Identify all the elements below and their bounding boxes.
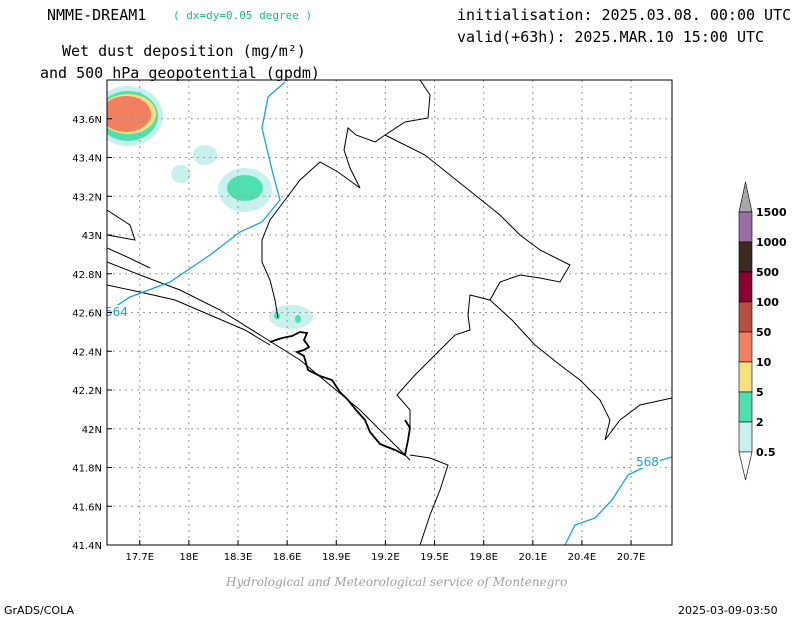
lat-tick-label: 43.4N — [72, 154, 102, 165]
legend-swatch — [738, 391, 753, 423]
legend-colorbar: 1500 1000 500 100 50 10 5 2 0.5 — [738, 181, 787, 481]
legend-label: 50 — [756, 326, 772, 339]
montenegro-coast — [269, 331, 411, 457]
border — [489, 299, 672, 441]
dust-deposition-field — [107, 86, 313, 329]
legend-swatch-under — [738, 451, 753, 481]
generated-timestamp: 2025-03-09-03:50 — [678, 604, 778, 617]
legend-label: 0.5 — [756, 446, 776, 459]
lat-tick-label: 41.8N — [72, 464, 102, 475]
initialisation-time: initialisation: 2025.03.08. 00:00 UTC — [457, 6, 792, 24]
legend-label: 1500 — [756, 206, 787, 219]
coastline — [107, 261, 411, 461]
legend-label: 10 — [756, 356, 772, 369]
coastline — [107, 247, 151, 269]
lon-tick-label: 20.4E — [568, 552, 597, 563]
contour-564 — [107, 81, 286, 313]
legend-swatch — [738, 301, 753, 333]
grid-lines — [107, 80, 672, 545]
contour-label-568: 568 — [636, 455, 659, 469]
legend-swatch — [738, 361, 753, 393]
lon-tick-label: 19.5E — [420, 552, 449, 563]
map-plot-area — [107, 80, 672, 545]
border — [261, 80, 431, 319]
lon-tick-label: 19.2E — [371, 552, 400, 563]
model-resolution: ( dx=dy=0.05 degree ) — [173, 9, 313, 22]
borders-and-coastline — [107, 80, 672, 545]
legend-swatch — [738, 181, 753, 213]
lon-tick-label: 20.1E — [519, 552, 548, 563]
software-label: GrADS/COLA — [4, 604, 74, 617]
legend-label: 1000 — [756, 236, 787, 249]
lat-tick-label: 41.4N — [72, 541, 102, 552]
dust-blob — [227, 175, 263, 201]
contour-label-564: 564 — [105, 305, 128, 319]
lon-tick-label: 18.6E — [273, 552, 302, 563]
legend-label: 500 — [756, 266, 779, 279]
legend-swatch — [738, 211, 753, 243]
lat-tick-label: 42.6N — [72, 309, 102, 320]
dust-blob — [171, 165, 191, 183]
lat-tick-label: 42.4N — [72, 347, 102, 358]
legend-swatch — [738, 331, 753, 363]
lat-tick-label: 43.2N — [72, 192, 102, 203]
lon-tick-label: 20.7E — [617, 552, 646, 563]
geopotential-contours — [107, 81, 672, 545]
lat-tick-label: 42.2N — [72, 386, 102, 397]
legend-swatch — [738, 241, 753, 273]
legend-swatch — [738, 271, 753, 303]
lat-tick-label: 41.6N — [72, 502, 102, 513]
valid-time: valid(+63h): 2025.MAR.10 15:00 UTC — [457, 28, 765, 46]
dust-blob — [295, 315, 301, 323]
dust-blob — [274, 313, 280, 319]
coastline — [107, 284, 271, 346]
credit-text: Hydrological and Meteorological service … — [226, 575, 568, 589]
legend-label: 2 — [756, 416, 764, 429]
lon-tick-label: 18E — [179, 552, 198, 563]
legend-swatch — [738, 421, 753, 453]
product-title-line1: Wet dust deposition (mg/m²) — [62, 42, 306, 60]
dust-blob — [107, 96, 151, 132]
lon-tick-label: 19.8E — [469, 552, 498, 563]
lat-tick-label: 43N — [82, 231, 102, 242]
model-title: NMME-DREAM1 — [47, 6, 147, 24]
dust-blob — [193, 145, 217, 165]
lon-tick-label: 18.9E — [322, 552, 351, 563]
coastline — [107, 209, 136, 241]
lat-tick-label: 42.8N — [72, 270, 102, 281]
lat-tick-label: 43.6N — [72, 115, 102, 126]
product-title-line2: and 500 hPa geopotential (gpdm) — [40, 64, 320, 82]
dust-blob — [269, 305, 313, 329]
border — [384, 134, 571, 430]
legend-label: 5 — [756, 386, 764, 399]
contour-568 — [564, 456, 672, 545]
axis-labels: 17.7E 18E 18.3E 18.6E 18.9E 19.2E 19.5E 19.8E 20… — [72, 115, 645, 563]
legend-label: 100 — [756, 296, 779, 309]
lat-tick-label: 42N — [82, 425, 102, 436]
lon-tick-label: 18.3E — [224, 552, 253, 563]
lon-tick-label: 17.7E — [125, 552, 154, 563]
border — [409, 454, 449, 545]
